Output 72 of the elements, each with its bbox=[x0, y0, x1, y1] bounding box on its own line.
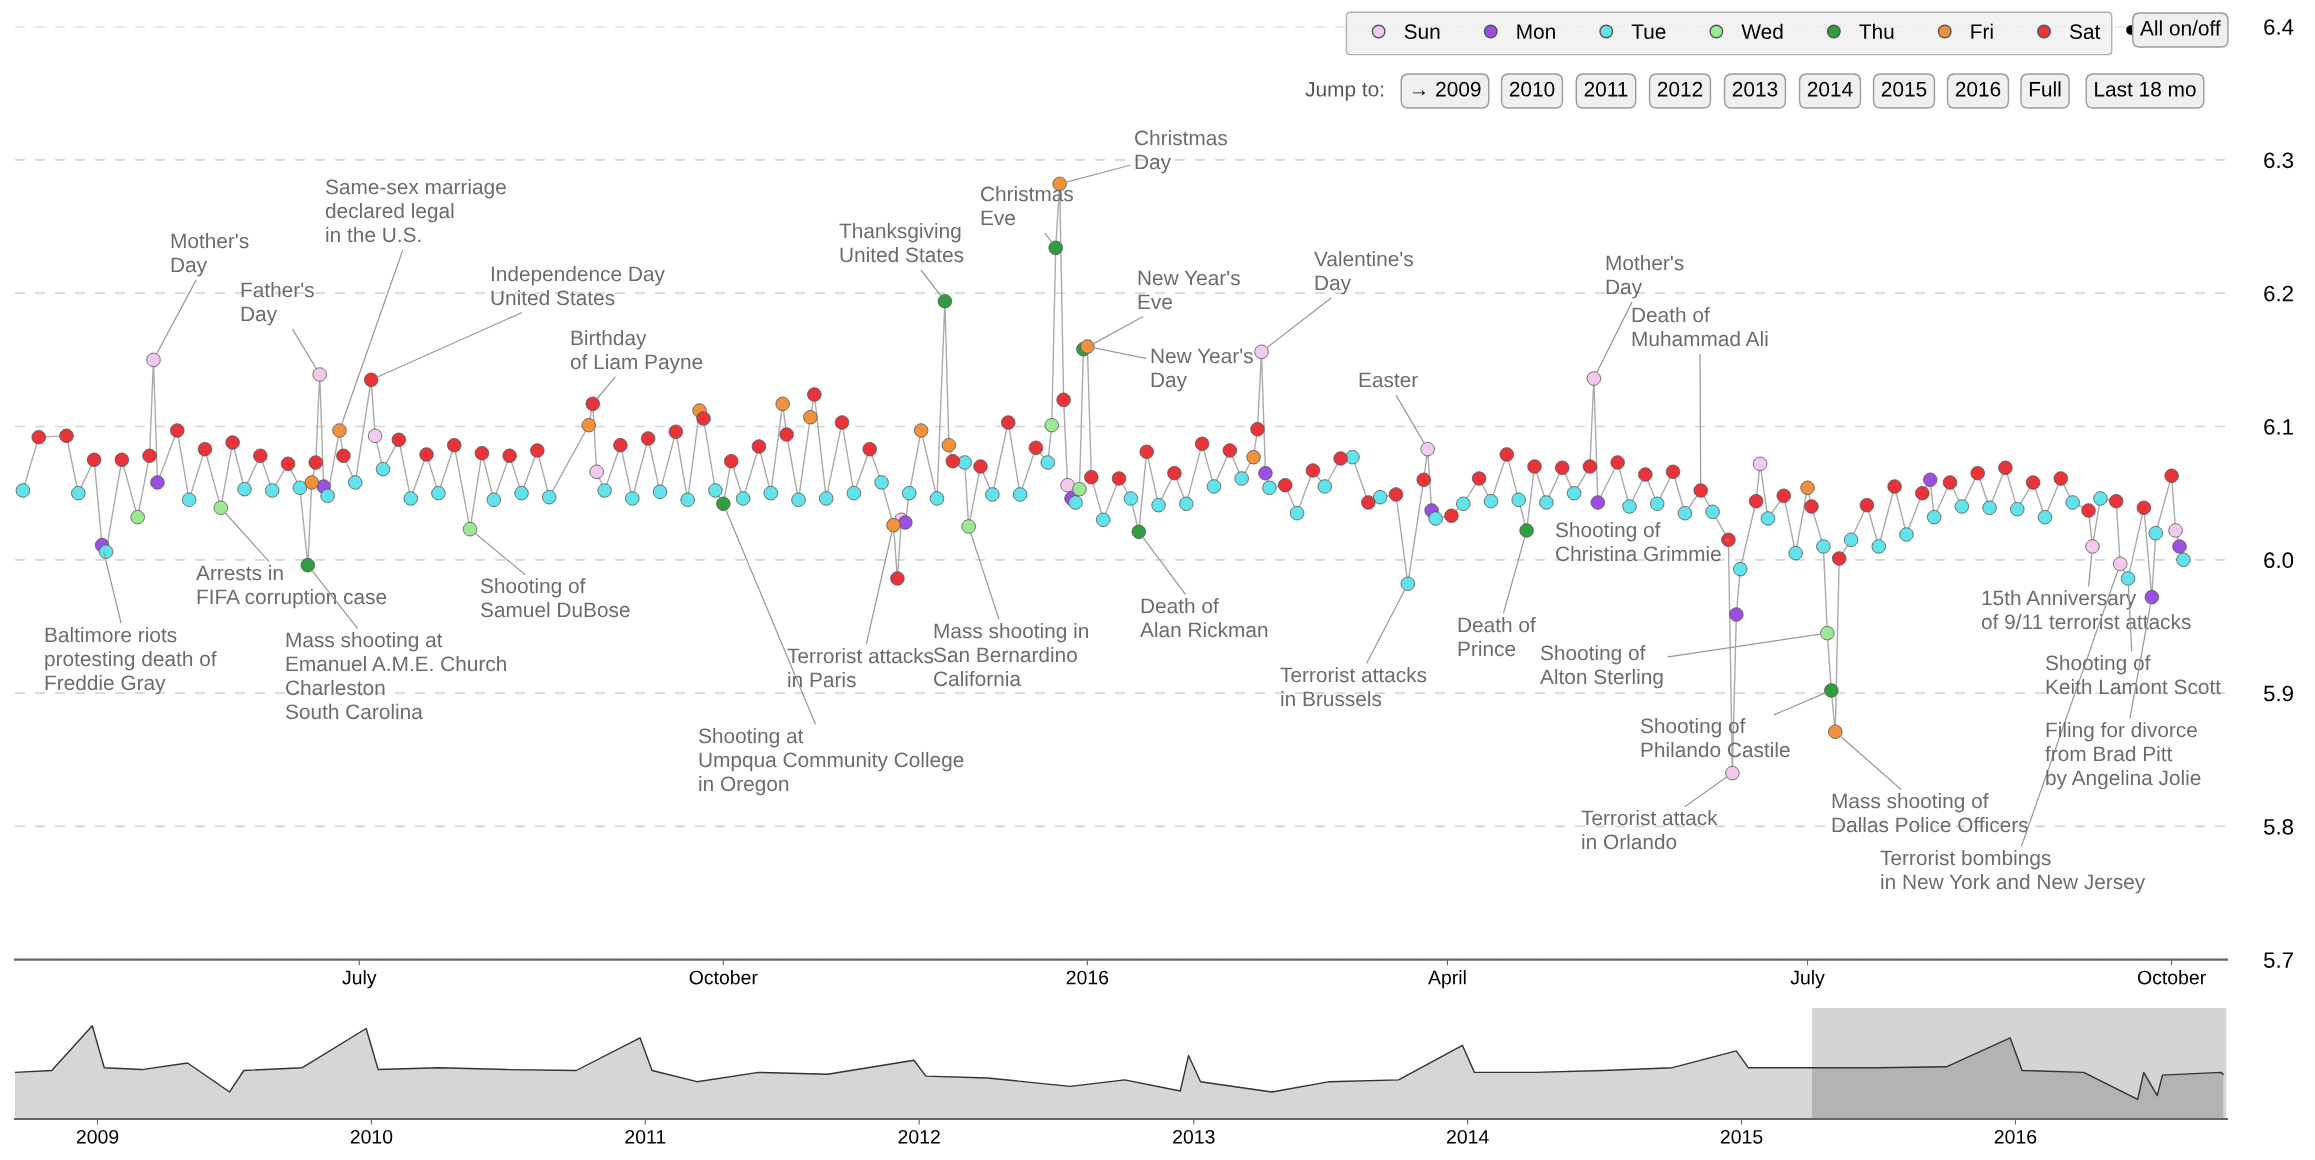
annotation: 2016 bbox=[1955, 81, 2001, 97]
x-tick-label: 2013 bbox=[1173, 1129, 1215, 1144]
annotation: → 2009 bbox=[1412, 81, 1481, 97]
annotation: All on/off bbox=[2140, 20, 2221, 36]
annotation: Mass shooting of Dallas Police Officers bbox=[1832, 793, 2028, 833]
annotation: 15th Anniversary of 9/11 terrorist attacks bbox=[1981, 590, 2191, 630]
legend-label: Thu bbox=[1859, 23, 1894, 40]
annotation: 2013 bbox=[1732, 81, 1778, 97]
annotation: Death of Alan Rickman bbox=[1140, 598, 1268, 638]
annotation: Shooting of Christina Grimmie bbox=[1555, 522, 1721, 562]
annotation: Same-sex marriage declared legal in the U.S. bbox=[325, 179, 506, 243]
annotation: Mass shooting in San Bernardino California bbox=[933, 623, 1088, 687]
annotation: 2015 bbox=[1881, 81, 1927, 97]
y-tick-label: 6.4 bbox=[2264, 19, 2294, 35]
y-tick-label: 6.3 bbox=[2264, 152, 2294, 169]
annotation: 2014 bbox=[1807, 81, 1853, 97]
annotation: Full bbox=[2029, 81, 2061, 97]
annotation: New Year's Day bbox=[1151, 348, 1253, 392]
annotation: New Year's Eve bbox=[1138, 270, 1240, 310]
annotation: Death of Muhammad Ali bbox=[1632, 307, 1768, 347]
annotation: Thanksgiving United States bbox=[839, 223, 964, 263]
annotation: Father's Day bbox=[241, 282, 314, 326]
annotation: Valentine's Day bbox=[1314, 251, 1413, 295]
x-tick-label: 2012 bbox=[898, 1129, 940, 1144]
x-tick-label: April bbox=[1428, 970, 1466, 989]
annotation: Shooting at Umpqua Community College in Oregon bbox=[698, 728, 964, 796]
legend-label: Fri bbox=[1971, 23, 1993, 39]
x-tick-label: 2016 bbox=[1994, 1129, 2037, 1144]
legend-label: Sun bbox=[1404, 24, 1440, 40]
annotation: Terrorist bombings in New York and New Jersey bbox=[1880, 850, 2146, 894]
annotation: Jump to: bbox=[1305, 82, 1384, 101]
y-tick-label: 5.8 bbox=[2264, 818, 2294, 835]
annotation: Arrests in FIFA corruption case bbox=[196, 565, 387, 609]
x-tick-label: October bbox=[2137, 970, 2206, 985]
annotation: Terrorist attack in Orlando bbox=[1581, 810, 1718, 850]
x-tick-label: 2016 bbox=[1066, 970, 1109, 985]
annotation: Terrorist attacks in Paris bbox=[787, 648, 934, 688]
legend-label: Wed bbox=[1741, 23, 1783, 40]
x-tick-label: July bbox=[342, 970, 377, 989]
annotation: Birthday of Liam Payne bbox=[570, 330, 703, 374]
annotation: Shooting of Alton Sterling bbox=[1540, 645, 1663, 689]
y-tick-label: 5.7 bbox=[2264, 952, 2293, 968]
annotation: Shooting of Keith Lamont Scott bbox=[2045, 655, 2221, 695]
annotation: Filing for divorce from Brad Pitt by Angelina Jolie bbox=[2045, 722, 2201, 790]
annotation: Easter bbox=[1359, 372, 1418, 388]
annotation: Last 18 mo bbox=[2095, 81, 2196, 97]
y-tick-label: 5.9 bbox=[2264, 685, 2293, 702]
annotation: 2010 bbox=[1509, 81, 1555, 97]
annotation: Christmas Day bbox=[1135, 130, 1228, 174]
annotation: Mother's Day bbox=[1606, 255, 1684, 299]
annotation: 2011 bbox=[1584, 81, 1628, 97]
legend-label: Sat bbox=[2069, 24, 2101, 40]
annotation: Mother's Day bbox=[171, 233, 249, 277]
x-tick-label: 2010 bbox=[350, 1129, 393, 1144]
annotation: Shooting of Samuel DuBose bbox=[480, 578, 630, 618]
x-tick-label: October bbox=[689, 970, 758, 985]
annotation: Terrorist attacks in Brussels bbox=[1280, 667, 1427, 707]
legend-label: Tue bbox=[1631, 24, 1666, 40]
x-tick-label: 2011 bbox=[625, 1129, 666, 1144]
y-tick-label: 6.2 bbox=[2264, 285, 2293, 302]
x-tick-label: 2009 bbox=[76, 1129, 119, 1144]
legend-label: Mon bbox=[1517, 24, 1555, 40]
annotation: Baltimore riots protesting death of Freddie Gray bbox=[45, 627, 217, 695]
x-tick-label: 2014 bbox=[1447, 1129, 1489, 1144]
annotation: Death of Prince bbox=[1458, 617, 1536, 657]
annotation: Independence Day United States bbox=[491, 266, 665, 306]
annotation: 2012 bbox=[1657, 81, 1703, 97]
y-tick-label: 6.0 bbox=[2264, 552, 2294, 569]
annotation: Mass shooting at Emanuel A.M.E. Church Charleston South Carolina bbox=[285, 632, 506, 720]
x-tick-label: July bbox=[1790, 970, 1825, 989]
y-tick-label: 6.1 bbox=[2264, 419, 2293, 435]
x-tick-label: 2015 bbox=[1720, 1129, 1763, 1144]
